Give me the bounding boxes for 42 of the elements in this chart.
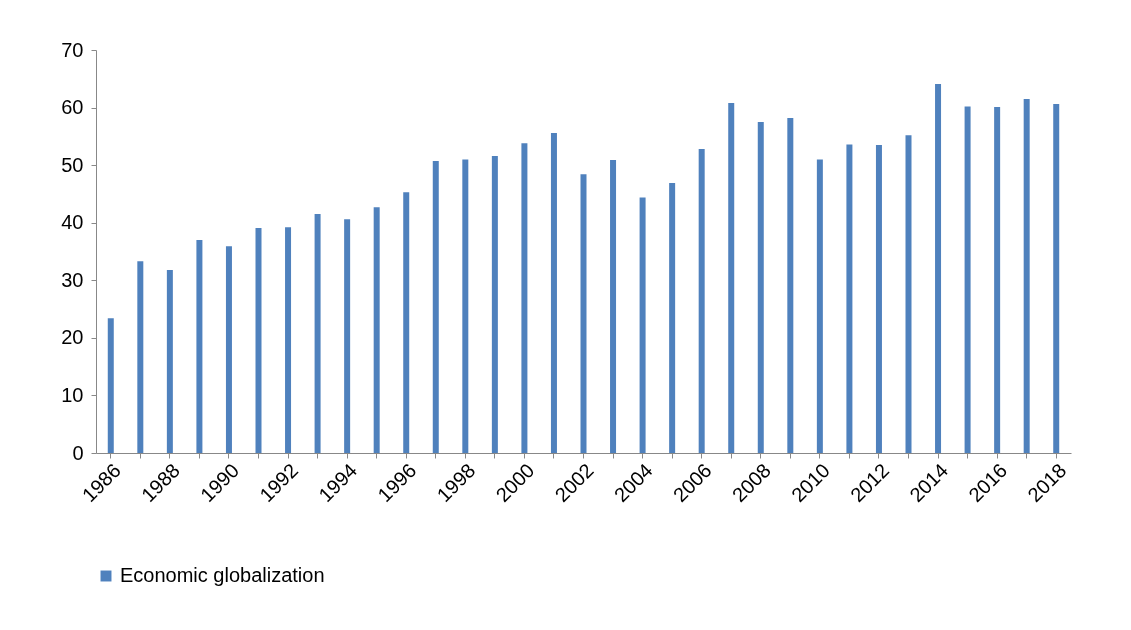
legend-label: Economic globalization [120, 564, 325, 586]
y-tick-label: 70 [61, 38, 84, 61]
bar [816, 159, 823, 453]
bar [964, 106, 971, 453]
bar [196, 239, 203, 453]
bar [669, 182, 676, 453]
bar [875, 144, 882, 453]
bar [107, 318, 114, 453]
bar [550, 132, 557, 453]
bar [344, 219, 351, 453]
bar [846, 144, 853, 453]
bar [373, 207, 380, 453]
bar [698, 149, 705, 453]
bar [137, 261, 144, 453]
bar [1023, 98, 1030, 453]
y-tick-label: 0 [72, 441, 84, 464]
bar [728, 102, 735, 453]
y-tick-label: 60 [61, 96, 84, 119]
bar [403, 192, 410, 453]
bar [994, 107, 1001, 453]
bar [432, 161, 439, 453]
y-tick-label: 20 [61, 326, 84, 349]
bar [757, 121, 764, 453]
y-tick-label: 40 [61, 211, 84, 234]
bar [462, 159, 469, 453]
bar [285, 227, 292, 453]
bar [905, 135, 912, 453]
bar [639, 197, 646, 453]
y-tick-label: 30 [61, 268, 84, 291]
bar [1053, 104, 1060, 453]
bar [580, 174, 587, 453]
bar [491, 155, 498, 453]
bar [166, 269, 173, 453]
y-tick-label: 10 [61, 383, 84, 406]
y-tick-label: 50 [61, 153, 84, 176]
bar [521, 143, 528, 453]
bar [225, 246, 232, 453]
bar [935, 83, 942, 453]
bar [255, 227, 262, 453]
bar [314, 214, 321, 453]
bar [610, 159, 617, 453]
bar [787, 117, 794, 453]
